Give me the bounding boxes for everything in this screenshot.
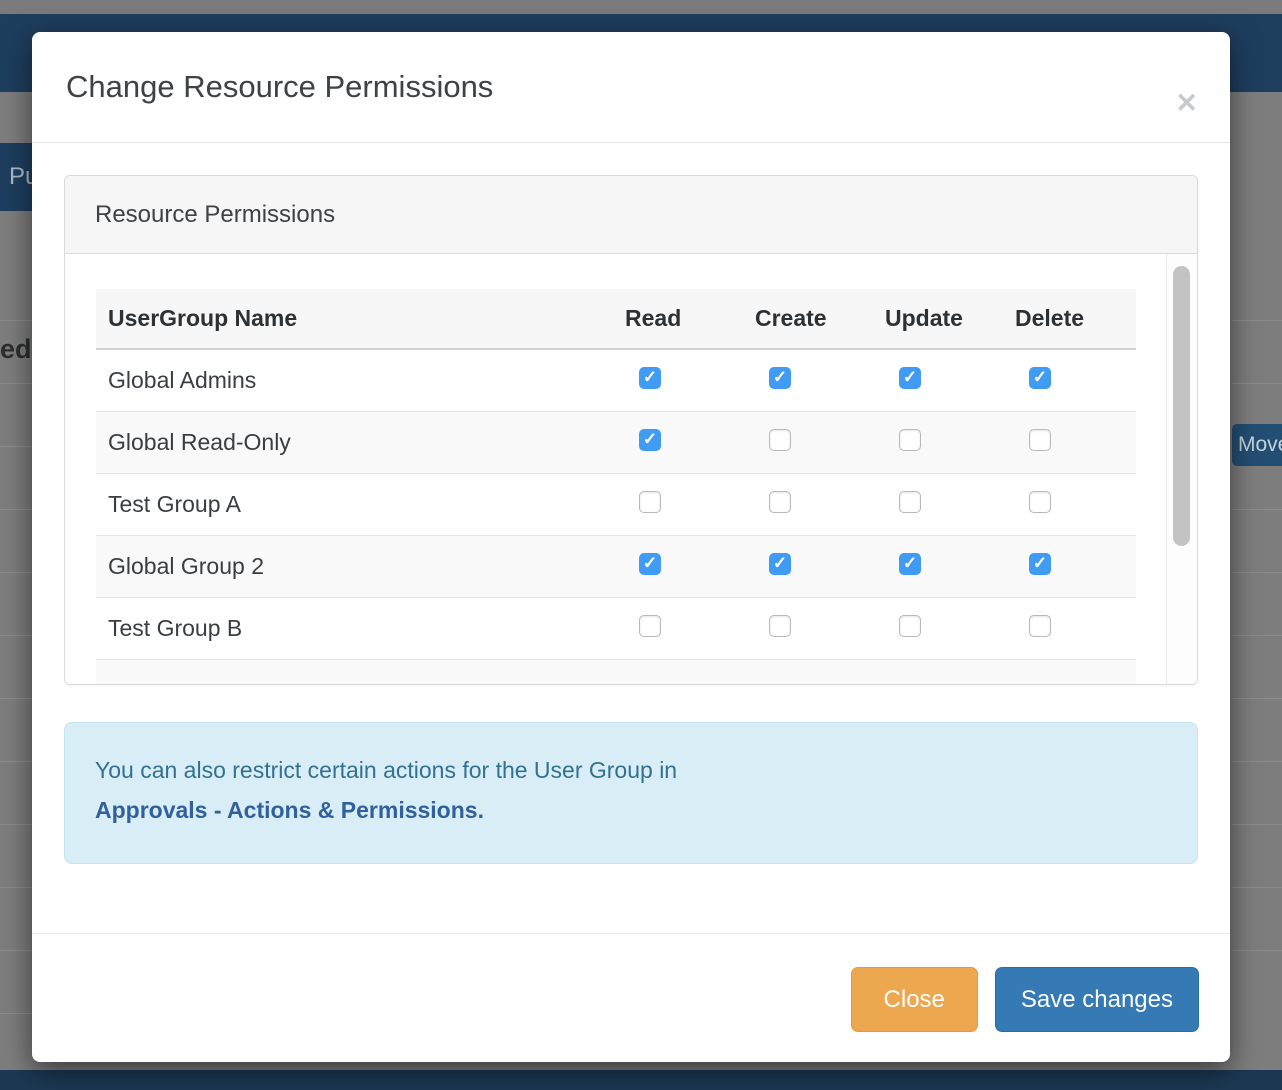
update-checkbox-unchecked[interactable]: [899, 614, 921, 637]
create-checkbox-unchecked[interactable]: [769, 428, 791, 451]
info-alert-line2: Approvals - Actions & Permissions.: [95, 790, 1167, 830]
resource-permissions-panel: Resource Permissions UserGroup Name Read…: [64, 175, 1198, 685]
read-checkbox-unchecked[interactable]: [639, 614, 661, 637]
background-bottom-bar: [0, 1070, 1282, 1090]
save-changes-button[interactable]: Save changes: [994, 967, 1199, 1032]
background-publish-tab: Pu: [0, 143, 37, 211]
column-header-delete: Delete: [1015, 305, 1085, 331]
column-header-read: Read: [625, 305, 682, 331]
column-header-usergroup-name: UserGroup Name: [108, 305, 298, 331]
permissions-table-body: Global Admins Global Read-Only Test Grou…: [96, 350, 1136, 660]
read-checkbox-unchecked[interactable]: [639, 490, 661, 513]
usergroup-name-cell: Global Admins: [108, 367, 257, 393]
modal-header: Change Resource Permissions ✕: [32, 32, 1230, 143]
info-alert-text: You can also restrict certain actions fo…: [95, 757, 678, 783]
table-row: Global Read-Only: [96, 412, 1136, 474]
scrollbar-thumb[interactable]: [1173, 266, 1190, 546]
table-row: Global Admins: [96, 350, 1136, 412]
column-header-create: Create: [755, 305, 827, 331]
modal-footer: Close Save changes: [32, 933, 1230, 1062]
update-checkbox-unchecked[interactable]: [899, 428, 921, 451]
delete-checkbox-unchecked[interactable]: [1029, 614, 1051, 637]
create-checkbox-unchecked[interactable]: [769, 490, 791, 513]
permissions-table: UserGroup Name Read Create Update Delete…: [96, 289, 1136, 684]
usergroup-name-cell: Global Group 2: [108, 553, 264, 579]
delete-checkbox-unchecked[interactable]: [1029, 490, 1051, 513]
info-alert-suffix: .: [477, 797, 484, 823]
usergroup-name-cell: Test Group B: [108, 615, 243, 641]
info-alert: You can also restrict certain actions fo…: [64, 722, 1198, 864]
panel-title: Resource Permissions: [65, 176, 1197, 254]
close-icon[interactable]: ✕: [1175, 88, 1198, 118]
background-top-strip: [0, 0, 1282, 14]
modal-body: Resource Permissions UserGroup Name Read…: [32, 143, 1230, 933]
read-checkbox-checked[interactable]: [639, 552, 661, 575]
column-header-update: Update: [885, 305, 963, 331]
close-button[interactable]: Close: [850, 967, 978, 1032]
usergroup-name-cell: Global Read-Only: [108, 429, 291, 455]
delete-checkbox-checked[interactable]: [1029, 366, 1051, 389]
create-checkbox-checked[interactable]: [769, 366, 791, 389]
read-checkbox-checked[interactable]: [639, 428, 661, 451]
background-partial-text: ed: [0, 334, 32, 364]
read-checkbox-checked[interactable]: [639, 366, 661, 389]
background-move-button: Move: [1232, 424, 1282, 466]
table-row: Global Group 2: [96, 536, 1136, 598]
update-checkbox-checked[interactable]: [899, 552, 921, 575]
scrollbar-track[interactable]: [1166, 254, 1197, 684]
table-header-row: UserGroup Name Read Create Update Delete: [96, 289, 1136, 350]
delete-checkbox-checked[interactable]: [1029, 552, 1051, 575]
table-row-partial: [96, 660, 1136, 684]
permissions-scroll-area: UserGroup Name Read Create Update Delete…: [65, 254, 1197, 684]
table-row: Test Group B: [96, 598, 1136, 660]
update-checkbox-checked[interactable]: [899, 366, 921, 389]
modal-title: Change Resource Permissions: [66, 69, 494, 104]
usergroup-name-cell: Test Group A: [108, 491, 241, 517]
create-checkbox-unchecked[interactable]: [769, 614, 791, 637]
create-checkbox-checked[interactable]: [769, 552, 791, 575]
approvals-actions-permissions-link[interactable]: Approvals - Actions & Permissions: [95, 797, 478, 823]
table-row: Test Group A: [96, 474, 1136, 536]
change-resource-permissions-modal: Change Resource Permissions ✕ Resource P…: [32, 32, 1230, 1062]
delete-checkbox-unchecked[interactable]: [1029, 428, 1051, 451]
update-checkbox-unchecked[interactable]: [899, 490, 921, 513]
